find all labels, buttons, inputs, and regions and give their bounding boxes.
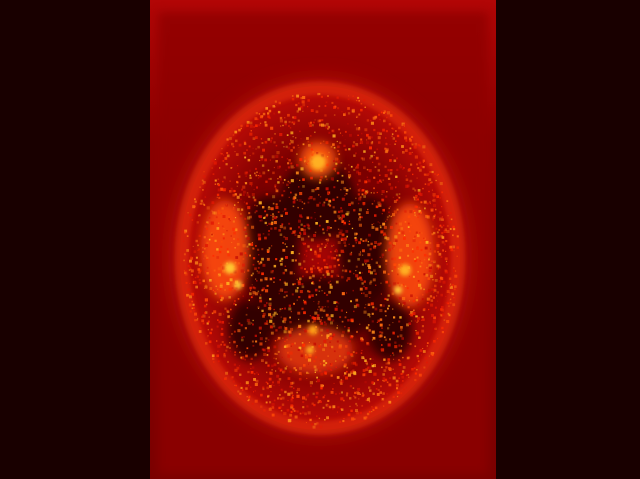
hotspots: [224, 154, 411, 354]
brain-heatmap-image: [150, 0, 496, 479]
bright-gray-matter: [201, 142, 434, 374]
mri-scan-panel: [150, 0, 496, 479]
speckle-texture: [183, 92, 459, 429]
